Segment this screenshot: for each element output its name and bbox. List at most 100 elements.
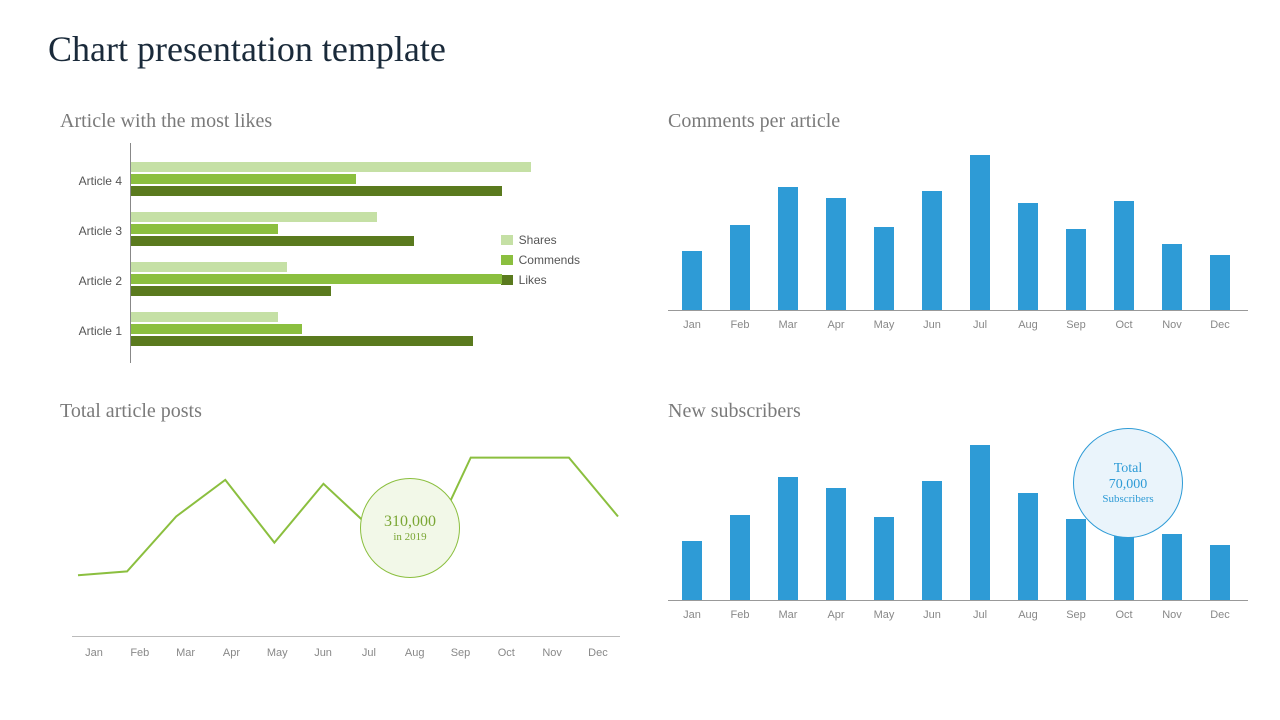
line-x-label: Jul (347, 647, 391, 659)
col2-chart-panel: New subscribers JanFebMarAprMayJunJulAug… (668, 400, 1248, 623)
col2-chart: JanFebMarAprMayJunJulAugSepOctNovDec Tot… (668, 433, 1248, 623)
hbar-row: Article 2 (60, 258, 620, 302)
hbar-chart-panel: Article with the most likes SharesCommen… (60, 110, 620, 363)
slide-title: Chart presentation template (48, 28, 446, 70)
column-x-label: Sep (1052, 609, 1100, 621)
column-x-label: Aug (1004, 609, 1052, 621)
column-x-label: Mar (764, 319, 812, 331)
column-bar (922, 191, 942, 310)
column-bar (1066, 519, 1086, 600)
line-badge-sub: in 2019 (393, 531, 426, 543)
column-x-label: Feb (716, 609, 764, 621)
col1-title: Comments per article (668, 110, 1248, 133)
col1-bars (668, 143, 1248, 310)
col1-baseline (668, 310, 1248, 311)
line-path (78, 458, 618, 576)
col2-baseline (668, 600, 1248, 601)
sub-badge-line2: 70,000 (1109, 477, 1148, 493)
hbar-bar (131, 224, 278, 234)
line-badge: 310,000 in 2019 (360, 478, 460, 578)
column-bar (1210, 255, 1230, 310)
hbar-row-label: Article 4 (60, 174, 122, 188)
line-x-label: Jun (301, 647, 345, 659)
subscribers-badge: Total 70,000 Subscribers (1073, 428, 1183, 538)
line-x-label: Feb (118, 647, 162, 659)
hbar-bar (131, 186, 502, 196)
column-x-label: Apr (812, 319, 860, 331)
column-x-label: May (860, 319, 908, 331)
col1-chart: JanFebMarAprMayJunJulAugSepOctNovDec (668, 143, 1248, 333)
column-x-label: Feb (716, 319, 764, 331)
column-bar (1162, 534, 1182, 600)
column-x-label: Nov (1148, 609, 1196, 621)
column-bar (970, 155, 990, 310)
column-bar (1162, 244, 1182, 310)
column-x-label: Jun (908, 319, 956, 331)
column-bar (826, 488, 846, 600)
hbar-bar (131, 312, 278, 322)
hbar-chart: SharesCommendsLikes Article 4Article 3Ar… (60, 143, 620, 363)
col2-x-labels: JanFebMarAprMayJunJulAugSepOctNovDec (668, 609, 1248, 621)
line-badge-value: 310,000 (384, 513, 436, 531)
line-x-label: Aug (393, 647, 437, 659)
sub-badge-line1: Total (1114, 461, 1143, 477)
column-bar (778, 477, 798, 600)
line-title: Total article posts (60, 400, 620, 423)
column-bar (682, 541, 702, 600)
column-x-label: Jan (668, 319, 716, 331)
hbar-title: Article with the most likes (60, 110, 620, 133)
line-svg (60, 433, 620, 633)
column-bar (1114, 201, 1134, 310)
line-x-label: Oct (484, 647, 528, 659)
hbar-bar (131, 286, 331, 296)
column-x-label: Oct (1100, 609, 1148, 621)
col1-x-labels: JanFebMarAprMayJunJulAugSepOctNovDec (668, 319, 1248, 331)
column-x-label: Apr (812, 609, 860, 621)
hbar-bar (131, 262, 287, 272)
column-bar (778, 187, 798, 310)
line-x-labels: JanFebMarAprMayJunJulAugSepOctNovDec (72, 647, 620, 659)
hbar-row: Article 1 (60, 308, 620, 352)
line-x-label: May (255, 647, 299, 659)
column-x-label: Dec (1196, 319, 1244, 331)
column-bar (826, 198, 846, 310)
column-bar (874, 517, 894, 600)
line-chart: JanFebMarAprMayJunJulAugSepOctNovDec 310… (60, 433, 620, 663)
column-bar (1018, 203, 1038, 310)
column-bar (1018, 493, 1038, 600)
line-chart-panel: Total article posts JanFebMarAprMayJunJu… (60, 400, 620, 663)
line-x-label: Apr (209, 647, 253, 659)
line-x-label: Dec (576, 647, 620, 659)
hbar-row-label: Article 1 (60, 324, 122, 338)
hbar-row-label: Article 3 (60, 224, 122, 238)
column-bar (682, 251, 702, 310)
hbar-bar (131, 174, 356, 184)
column-x-label: Jul (956, 319, 1004, 331)
sub-badge-line3: Subscribers (1102, 493, 1153, 505)
hbar-bar (131, 274, 502, 284)
line-x-label: Sep (439, 647, 483, 659)
hbar-bar (131, 236, 414, 246)
column-bar (1210, 545, 1230, 600)
column-bar (970, 445, 990, 600)
column-x-label: Jul (956, 609, 1004, 621)
line-x-label: Nov (530, 647, 574, 659)
column-bar (1066, 229, 1086, 310)
hbar-bar (131, 324, 302, 334)
hbar-row: Article 4 (60, 158, 620, 202)
column-x-label: May (860, 609, 908, 621)
column-x-label: Jan (668, 609, 716, 621)
hbar-bar (131, 212, 377, 222)
column-bar (730, 225, 750, 310)
column-x-label: Nov (1148, 319, 1196, 331)
hbar-bar (131, 336, 473, 346)
column-x-label: Aug (1004, 319, 1052, 331)
col2-title: New subscribers (668, 400, 1248, 423)
hbar-bar (131, 162, 531, 172)
line-baseline (72, 636, 620, 637)
hbar-row: Article 3 (60, 208, 620, 252)
column-bar (922, 481, 942, 600)
column-x-label: Mar (764, 609, 812, 621)
column-x-label: Oct (1100, 319, 1148, 331)
hbar-row-label: Article 2 (60, 274, 122, 288)
